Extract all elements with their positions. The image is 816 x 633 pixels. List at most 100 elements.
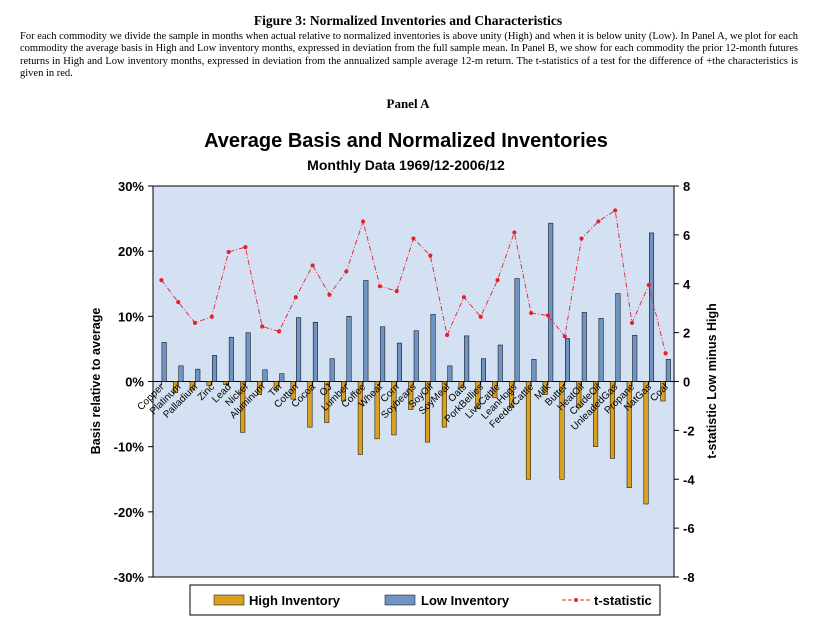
tstat-point-soymeal bbox=[445, 332, 450, 338]
bar-low-butter bbox=[565, 338, 571, 382]
bar-high-coal bbox=[660, 381, 666, 402]
bar-low-lumber bbox=[346, 316, 352, 382]
bar-high-lead bbox=[223, 381, 229, 386]
bar-high-soymeal bbox=[441, 381, 447, 428]
bar-low-aluminum bbox=[262, 369, 268, 382]
bar-low-porkbellies bbox=[480, 358, 486, 382]
bar-low-coal bbox=[665, 359, 671, 382]
y-tick-label: 0% bbox=[125, 375, 144, 390]
tstat-point-cotton bbox=[293, 295, 298, 300]
bar-high-feedercattle bbox=[525, 381, 531, 480]
tstat-point-lumber bbox=[344, 269, 349, 274]
bar-high-coffee bbox=[357, 381, 363, 455]
y2-tick-label: 8 bbox=[683, 179, 690, 194]
bar-low-palladium bbox=[195, 368, 201, 382]
bar-low-coffee bbox=[363, 280, 369, 382]
bar-high-aluminum bbox=[256, 381, 262, 395]
tstat-point-corn bbox=[394, 288, 399, 294]
legend-swatch-low bbox=[384, 594, 416, 606]
bar-high-corn bbox=[391, 381, 397, 436]
tstat-point-aluminum bbox=[260, 324, 265, 329]
tstat-point-milk bbox=[545, 313, 551, 318]
bar-high-porkbellies bbox=[475, 381, 481, 410]
bar-low-soymeal bbox=[447, 365, 453, 382]
bar-low-corn bbox=[396, 342, 402, 382]
tstat-point-porkbellies bbox=[478, 314, 483, 319]
bar-high-lumber bbox=[341, 381, 347, 402]
bar-high-livecattle bbox=[492, 381, 498, 399]
tstat-point-coffee bbox=[360, 219, 366, 224]
bar-low-soybeans bbox=[413, 330, 419, 382]
chart-title: Average Basis and Normalized Inventories bbox=[204, 130, 608, 152]
y2-tick-label: -8 bbox=[683, 570, 695, 585]
tstat-point-leanhogs bbox=[512, 230, 517, 235]
bar-low-heatoil bbox=[581, 312, 587, 382]
y-axis-label: Basis relative to average bbox=[89, 308, 103, 455]
bar-high-propane bbox=[626, 381, 632, 488]
bar-high-leanhogs bbox=[509, 381, 515, 408]
bar-low-tin bbox=[279, 373, 285, 382]
y2-tick-label: 2 bbox=[683, 326, 690, 341]
y-tick-label: -20% bbox=[114, 505, 145, 520]
tstat-point-butter bbox=[562, 334, 567, 339]
bar-low-cocoa bbox=[312, 321, 318, 382]
y2-tick-label: 6 bbox=[683, 228, 690, 243]
legend-marker-tstat bbox=[574, 598, 578, 602]
bar-high-zinc bbox=[206, 381, 212, 386]
legend-label-high: High Inventory bbox=[249, 593, 341, 608]
tstat-point-lead bbox=[226, 249, 231, 255]
bar-low-nickel bbox=[245, 332, 251, 382]
tstat-point-palladium bbox=[192, 320, 198, 325]
figure-title: Figure 3: Normalized Inventories and Cha… bbox=[253, 13, 563, 28]
y2-axis-label: t-statistic Low minus High bbox=[705, 303, 719, 459]
y2-tick-label: -4 bbox=[683, 472, 695, 487]
y-tick-label: -30% bbox=[114, 570, 145, 585]
bar-high-palladium bbox=[189, 381, 195, 391]
bar-low-lead bbox=[228, 336, 234, 382]
panel-label: Panel A bbox=[386, 96, 430, 111]
bar-high-tin bbox=[273, 381, 279, 391]
bar-low-oj bbox=[329, 358, 335, 382]
bar-high-unleadedgas bbox=[609, 381, 615, 459]
y-tick-label: 10% bbox=[118, 309, 144, 324]
legend-label-tstat: t-statistic bbox=[594, 593, 652, 608]
tstat-point-nickel bbox=[243, 244, 248, 250]
y2-tick-label: 0 bbox=[683, 375, 690, 390]
tstat-point-wheat bbox=[377, 284, 382, 289]
bar-high-cocoa bbox=[307, 381, 313, 428]
bar-low-platinum bbox=[178, 365, 184, 382]
tstat-point-unleadedgas bbox=[613, 208, 618, 213]
y2-tick-label: -6 bbox=[683, 521, 695, 536]
bar-low-natgas bbox=[649, 232, 655, 382]
bar-high-milk bbox=[542, 381, 548, 395]
bar-low-cotton bbox=[296, 317, 302, 382]
bar-low-oats bbox=[464, 335, 470, 382]
tstat-point-cocoa bbox=[310, 263, 315, 268]
y2-tick-label: 4 bbox=[683, 277, 691, 292]
tstat-point-tin bbox=[276, 329, 282, 334]
bar-high-nickel bbox=[240, 381, 246, 433]
tstat-point-livecattle bbox=[495, 277, 500, 283]
bar-high-oj bbox=[324, 381, 330, 423]
tstat-point-oj bbox=[327, 292, 332, 297]
bar-low-milk bbox=[548, 222, 554, 382]
bar-high-crudeoil bbox=[593, 381, 599, 447]
bar-low-livecattle bbox=[497, 344, 503, 382]
bar-low-propane bbox=[632, 334, 638, 382]
tstat-point-coal bbox=[663, 351, 668, 356]
bar-high-cotton bbox=[290, 381, 296, 400]
bar-high-butter bbox=[559, 381, 565, 480]
y-tick-label: 30% bbox=[118, 179, 144, 194]
bar-high-heatoil bbox=[576, 381, 582, 408]
chart-subtitle: Monthly Data 1969/12-2006/12 bbox=[307, 157, 505, 173]
tstat-point-zinc bbox=[209, 314, 214, 319]
bar-high-wheat bbox=[374, 381, 380, 440]
tstat-point-oats bbox=[461, 295, 467, 300]
tstat-point-soyoil bbox=[428, 253, 433, 258]
bar-low-wheat bbox=[380, 326, 386, 382]
y2-tick-label: -2 bbox=[683, 423, 695, 438]
tstat-point-heatoil bbox=[579, 236, 584, 241]
y-tick-label: 20% bbox=[118, 244, 144, 259]
legend-label-low: Low Inventory bbox=[421, 593, 510, 608]
